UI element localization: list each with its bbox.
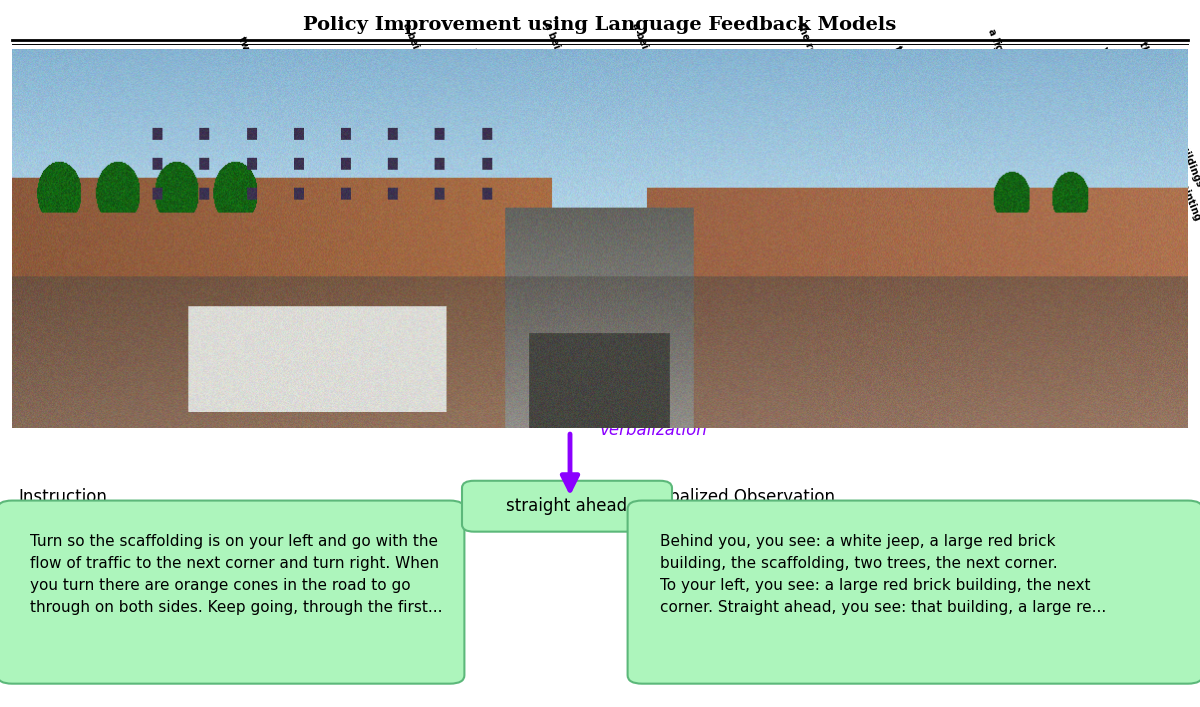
Text: the right sidewalk: the right sidewalk <box>724 112 770 209</box>
Text: a parked gray car: a parked gray car <box>542 175 588 269</box>
FancyBboxPatch shape <box>0 501 464 684</box>
Text: the right sidewalk buildings: the right sidewalk buildings <box>120 52 187 199</box>
Text: Instruction: Instruction <box>18 488 107 506</box>
Text: a parked black truck: a parked black truck <box>574 124 626 233</box>
FancyBboxPatch shape <box>462 481 672 532</box>
Text: a fire sight: a fire sight <box>978 192 1010 252</box>
Text: two brown tower floors: two brown tower floors <box>236 35 294 158</box>
Text: a white hydrant: a white hydrant <box>920 117 962 201</box>
Text: a prominently graffited building: a prominently graffited building <box>468 47 544 215</box>
Text: the closest gray building: the closest gray building <box>704 59 766 191</box>
Text: a beige/brownstone building: a beige/brownstone building <box>542 21 611 172</box>
Text: the red "santander" building: the red "santander" building <box>796 21 864 172</box>
Text: that fire station: that fire station <box>773 94 815 179</box>
Text: a fire hydrant: a fire hydrant <box>634 115 672 189</box>
Text: a red brick building: a red brick building <box>1045 62 1096 166</box>
Text: a beige/brownstone building: a beige/brownstone building <box>630 21 700 172</box>
Text: visible fire escapes: visible fire escapes <box>1099 45 1148 148</box>
Text: a red brick building: a red brick building <box>934 62 984 166</box>
Text: Turn so the scaffolding is on your left and go with the
flow of traffic to the n: Turn so the scaffolding is on your left … <box>30 534 443 615</box>
Text: these two buildings: these two buildings <box>893 45 942 149</box>
Text: its left-hand sidewalk: its left-hand sidewalk <box>38 111 92 226</box>
Text: the right sidewalk buildings: the right sidewalk buildings <box>1136 40 1200 187</box>
FancyBboxPatch shape <box>628 501 1200 684</box>
Text: Verbalized Observation: Verbalized Observation <box>642 488 835 506</box>
Text: a parked gray car: a parked gray car <box>713 133 758 227</box>
Text: a white jeep: a white jeep <box>424 188 458 255</box>
Text: Policy Improvement using Language Feedback Models: Policy Improvement using Language Feedba… <box>304 16 896 35</box>
Text: a white car: a white car <box>766 192 798 252</box>
Text: the right sidewalk buildings: the right sidewalk buildings <box>325 52 392 199</box>
Text: a security camera pointing: a security camera pointing <box>1079 151 1144 292</box>
Text: verbalization: verbalization <box>600 421 708 438</box>
Text: a sidewalk atm: a sidewalk atm <box>656 90 696 171</box>
Text: Action: Action <box>474 488 526 506</box>
Text: a honda civic: a honda civic <box>864 101 900 172</box>
Text: a light-colored fire escape: a light-colored fire escape <box>985 28 1049 166</box>
Text: a parked jeep: a parked jeep <box>199 185 236 259</box>
Text: two manholes: two manholes <box>1022 122 1060 197</box>
Text: a white jeep: a white jeep <box>336 188 371 255</box>
Text: straight ahead: straight ahead <box>506 496 626 515</box>
Text: a beige/brownstone building: a beige/brownstone building <box>401 21 469 172</box>
Text: a parked gray car: a parked gray car <box>642 175 688 269</box>
Text: a parked gray car: a parked gray car <box>865 137 911 230</box>
Text: Behind you, you see: a white jeep, a large red brick
building, the scaffolding, : Behind you, you see: a white jeep, a lar… <box>660 534 1106 615</box>
Text: a security camera pointing: a security camera pointing <box>1138 81 1200 222</box>
Text: a rubber trees: a rubber trees <box>68 58 108 136</box>
Text: the small white brick building: the small white brick building <box>959 56 1030 213</box>
